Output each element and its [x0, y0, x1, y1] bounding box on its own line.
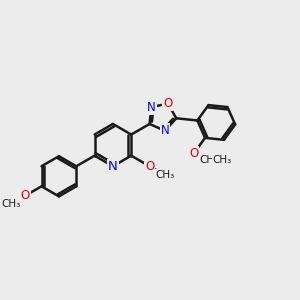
Text: CH₃: CH₃ [213, 154, 232, 165]
Text: O: O [189, 147, 199, 160]
Text: O: O [20, 189, 30, 202]
Text: CH₃: CH₃ [155, 170, 175, 180]
Text: N: N [160, 124, 169, 137]
Text: CH₃: CH₃ [2, 199, 21, 209]
Text: O: O [145, 160, 154, 173]
Text: N: N [147, 100, 156, 114]
Text: N: N [108, 160, 118, 173]
Text: O: O [163, 97, 172, 110]
Text: CH₂: CH₂ [199, 154, 218, 165]
